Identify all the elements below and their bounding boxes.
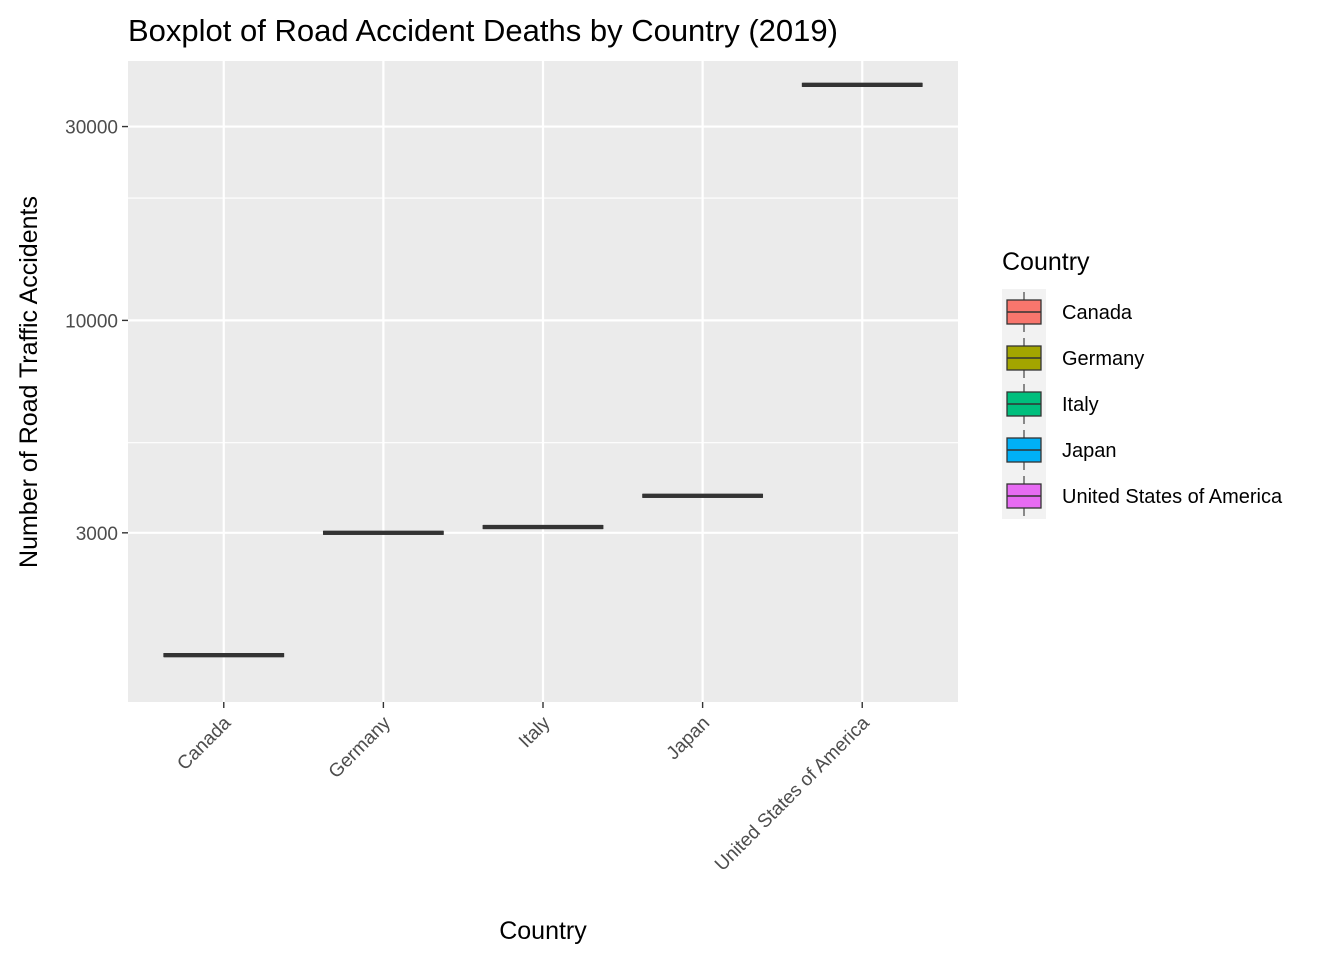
box-italy <box>482 524 604 530</box>
box-united-states-of-america <box>801 82 923 87</box>
x-axis-title: Country <box>499 917 587 945</box>
y-tick-label: 3000 <box>76 524 118 545</box>
box-series <box>163 82 923 658</box>
legend-label: Canada <box>1062 302 1133 324</box>
x-tick-label: Germany <box>325 712 395 782</box>
legend-item: United States of America <box>1002 473 1283 519</box>
legend-item: Germany <box>1002 335 1144 381</box>
legend-item: Japan <box>1002 427 1117 473</box>
legend: Country Canada Germany Italy Japan United St… <box>1002 248 1283 519</box>
major-gridlines <box>128 61 958 702</box>
legend-label: Italy <box>1062 394 1099 416</box>
box-germany <box>322 530 444 535</box>
x-tick-label: United States of America <box>711 712 874 875</box>
y-tick-label: 30000 <box>65 118 118 139</box>
x-tick-label: Canada <box>173 712 235 774</box>
x-tick-label: Japan <box>663 713 714 764</box>
y-tick-label: 10000 <box>65 311 118 332</box>
y-axis-title: Number of Road Traffic Accidents <box>15 196 43 568</box>
box-japan <box>642 493 764 498</box>
box-canada <box>163 653 285 658</box>
y-axis: 3000 10000 30000 <box>65 118 128 545</box>
legend-item: Canada <box>1002 289 1133 335</box>
legend-label: Germany <box>1062 348 1144 370</box>
legend-label: United States of America <box>1062 486 1283 508</box>
legend-item: Italy <box>1002 381 1099 427</box>
legend-title: Country <box>1002 248 1090 276</box>
x-tick-label: Italy <box>515 712 555 752</box>
chart-title: Boxplot of Road Accident Deaths by Count… <box>128 13 838 48</box>
legend-label: Japan <box>1062 440 1117 462</box>
